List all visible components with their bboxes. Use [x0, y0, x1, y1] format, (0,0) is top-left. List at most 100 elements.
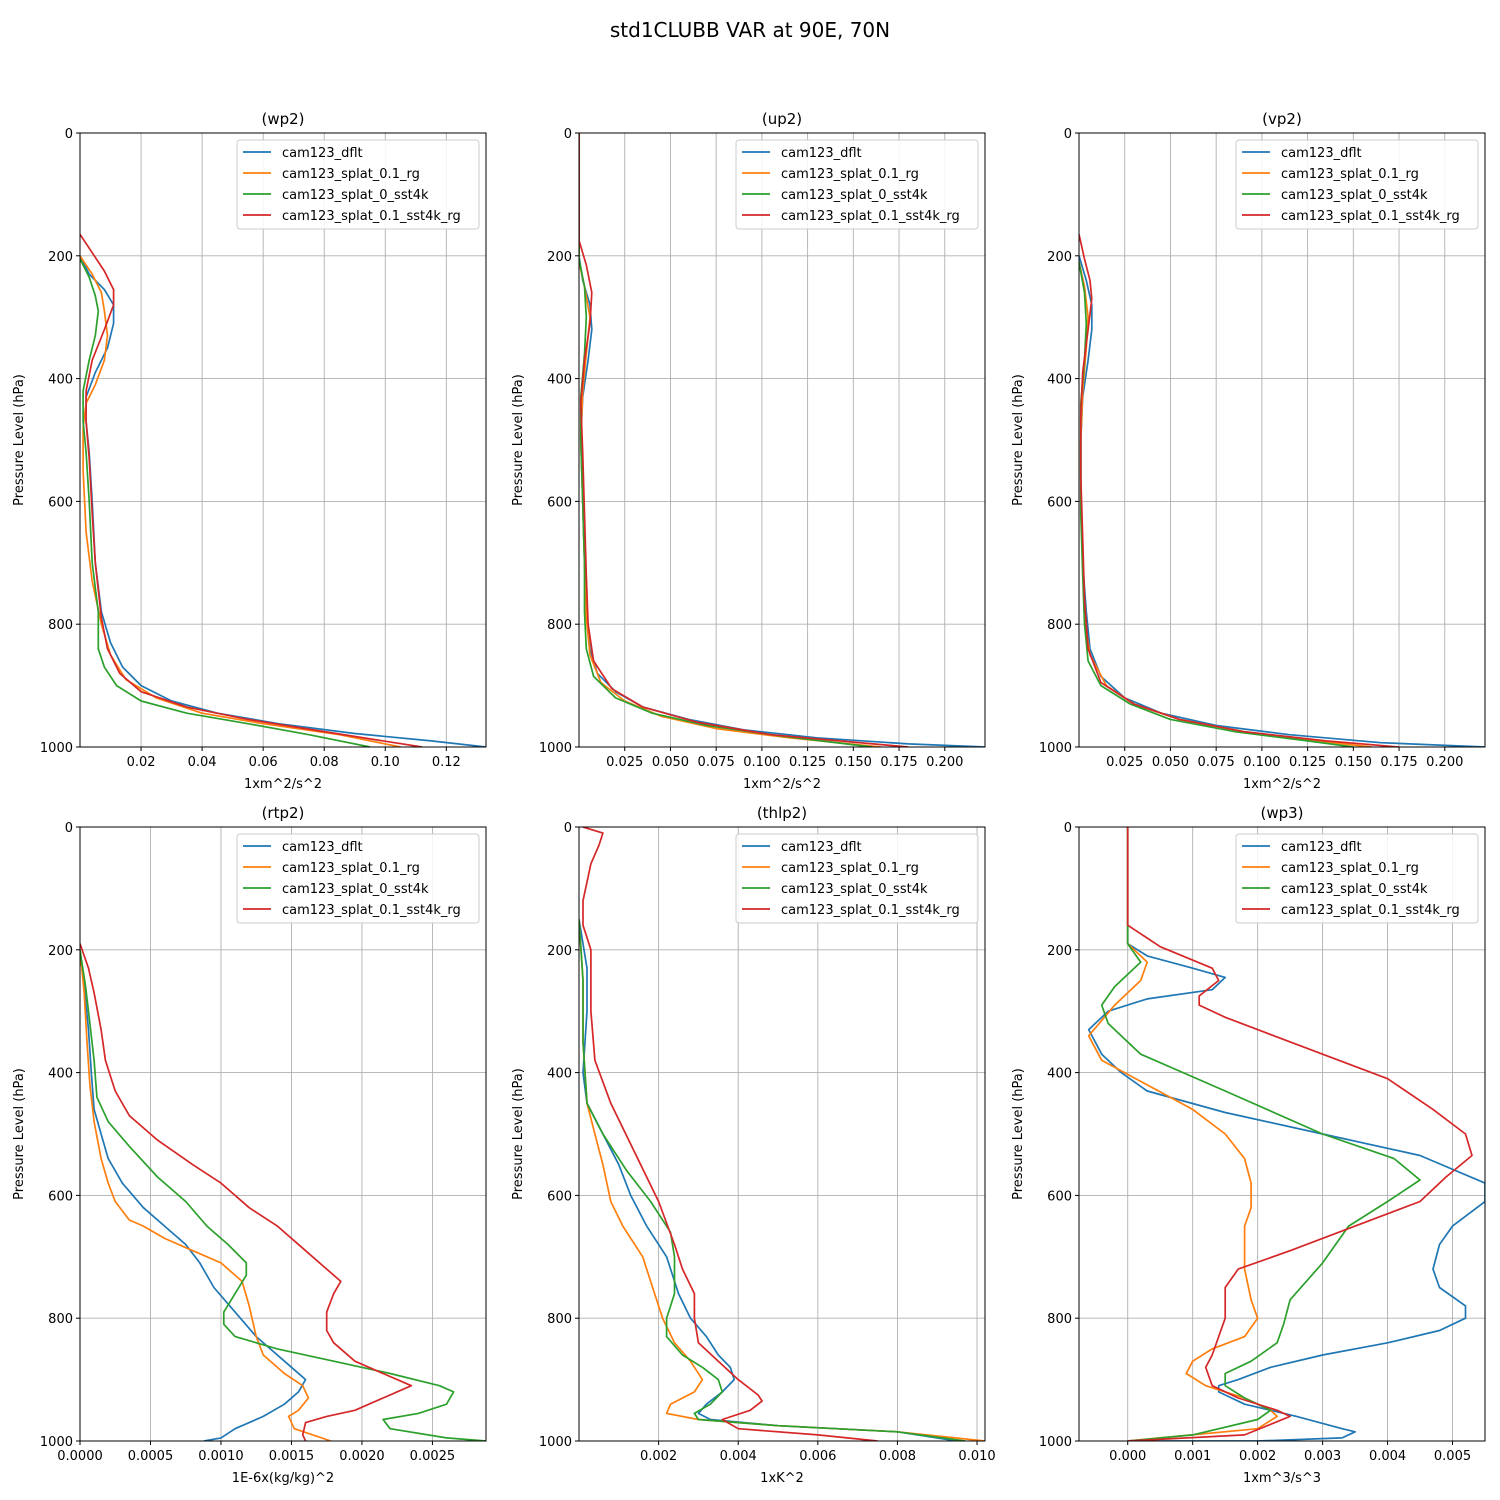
y-tick-label: 800: [1047, 1312, 1072, 1327]
legend-label: cam123_splat_0.1_rg: [282, 167, 420, 182]
series-line-cam123_splat_0.1_rg: [80, 255, 401, 747]
legend: cam123_dflt cam123_splat_0.1_rg cam123_spl…: [1235, 833, 1479, 924]
y-tick-label: 200: [48, 944, 73, 959]
y-tick-label: 800: [1047, 618, 1072, 633]
x-tick-label: 0.200: [1426, 755, 1463, 770]
series-line-cam123_splat_0_sst4k: [1079, 261, 1354, 747]
y-tick-label: 200: [48, 250, 73, 265]
legend-label: cam123_splat_0.1_sst4k_rg: [282, 903, 461, 918]
y-tick-label: 1000: [1039, 741, 1072, 756]
x-tick-label: 0.150: [835, 755, 872, 770]
x-tick-label: 0.003: [1304, 1449, 1341, 1464]
x-tick-label: 0.075: [1198, 755, 1235, 770]
subplot-title: (wp3): [1260, 804, 1303, 822]
legend: cam123_dflt cam123_splat_0.1_rg cam123_spl…: [735, 139, 979, 230]
y-tick-label: 400: [1047, 1067, 1072, 1082]
axes-frame: [79, 826, 487, 1442]
series-group: [1087, 827, 1485, 1441]
y-tick-label: 600: [48, 495, 73, 510]
legend-label: cam123_splat_0.1_rg: [781, 167, 919, 182]
x-axis-label: 1xm^2/s^2: [244, 777, 322, 792]
legend-label: cam123_splat_0.1_sst4k_rg: [1281, 903, 1460, 918]
y-axis-label: Pressure Level (hPa): [12, 374, 27, 506]
legend-label: cam123_splat_0.1_rg: [1281, 861, 1419, 876]
x-tick-label: 0.0015: [269, 1449, 315, 1464]
x-tick-label: 0.100: [1243, 755, 1280, 770]
series-line-cam123_dflt: [579, 918, 958, 1441]
y-tick-label: 800: [547, 1312, 572, 1327]
subplot-title: (up2): [762, 110, 802, 128]
x-tick-label: 0.010: [958, 1449, 995, 1464]
legend-label: cam123_splat_0_sst4k: [1281, 188, 1428, 203]
x-tick-label: 0.0010: [198, 1449, 244, 1464]
x-tick-label: 0.006: [799, 1449, 836, 1464]
x-tick-label: 0.02: [127, 755, 156, 770]
legend: cam123_dflt cam123_splat_0.1_rg cam123_spl…: [1235, 139, 1479, 230]
subplot-0: 0.02 0.04 0.06 0.08 0.10 0.12 0 200 400 600 800 100…: [12, 110, 487, 792]
series-line-cam123_splat_0_sst4k: [579, 919, 966, 1441]
legend-label: cam123_splat_0.1_rg: [1281, 167, 1419, 182]
x-tick-label: 0.08: [310, 755, 339, 770]
x-tick-label: 0.0025: [410, 1449, 456, 1464]
series-line-cam123_dflt: [80, 949, 307, 1441]
y-tick-label: 400: [1047, 373, 1072, 388]
legend-label: cam123_dflt: [1281, 840, 1362, 855]
x-tick-label: 0.002: [1239, 1449, 1276, 1464]
y-tick-label: 0: [564, 821, 572, 836]
x-tick-label: 0.002: [640, 1449, 677, 1464]
y-tick-label: 800: [48, 618, 73, 633]
x-tick-label: 0.200: [926, 755, 963, 770]
y-tick-label: 600: [1047, 495, 1072, 510]
x-tick-label: 0.12: [432, 755, 461, 770]
legend-box: [1235, 139, 1479, 230]
subplot-3: 0.0000 0.0005 0.0010 0.0015 0.0020 0.0025 0 200…: [12, 804, 487, 1486]
x-tick-label: 0.005: [1434, 1449, 1471, 1464]
legend: cam123_dflt cam123_splat_0.1_rg cam123_spl…: [236, 833, 480, 924]
x-tick-label: 0.025: [1106, 755, 1143, 770]
legend-box: [236, 833, 480, 924]
series-line-cam123_splat_0_sst4k: [1100, 827, 1421, 1441]
legend-label: cam123_splat_0_sst4k: [282, 188, 429, 203]
series-group: [579, 133, 985, 747]
grid: [1079, 133, 1485, 747]
series-line-cam123_splat_0.1_rg: [80, 949, 332, 1441]
x-tick-label: 0.001: [1174, 1449, 1211, 1464]
legend-label: cam123_dflt: [282, 146, 363, 161]
series-group: [80, 943, 486, 1441]
x-tick-label: 0.0000: [57, 1449, 103, 1464]
y-tick-label: 0: [65, 127, 73, 142]
y-tick-label: 0: [564, 127, 572, 142]
y-tick-label: 1000: [539, 741, 572, 756]
subplot-title: (thlp2): [757, 804, 807, 822]
x-tick-label: 0.050: [652, 755, 689, 770]
x-tick-label: 0.008: [879, 1449, 916, 1464]
legend-box: [735, 833, 979, 924]
x-tick-label: 0.025: [606, 755, 643, 770]
y-tick-label: 400: [547, 1067, 572, 1082]
y-tick-label: 1000: [539, 1435, 572, 1450]
x-axis-label: 1E-6x(kg/kg)^2: [232, 1471, 334, 1486]
y-tick-label: 800: [547, 618, 572, 633]
y-tick-label: 200: [1047, 944, 1072, 959]
y-axis-label: Pressure Level (hPa): [1011, 374, 1026, 506]
series-line-cam123_splat_0.1_sst4k_rg: [80, 233, 423, 747]
x-axis-label: 1xK^2: [760, 1471, 804, 1486]
grid: [1079, 827, 1485, 1441]
legend-label: cam123_splat_0.1_sst4k_rg: [282, 209, 461, 224]
series-line-cam123_splat_0.1_sst4k_rg: [80, 943, 413, 1441]
series-line-cam123_splat_0_sst4k: [579, 133, 872, 747]
subplot-1: 0.025 0.050 0.075 0.100 0.125 0.150 0.175 0.200…: [511, 110, 986, 792]
y-tick-label: 600: [547, 495, 572, 510]
x-tick-label: 0.04: [188, 755, 217, 770]
y-tick-label: 200: [547, 944, 572, 959]
y-tick-label: 600: [1047, 1189, 1072, 1204]
subplot-5: 0.000 0.001 0.002 0.003 0.004 0.005 0 200 400 600…: [1011, 804, 1486, 1486]
legend: cam123_dflt cam123_splat_0.1_rg cam123_spl…: [735, 833, 979, 924]
x-tick-label: 0.150: [1335, 755, 1372, 770]
y-tick-label: 400: [48, 1067, 73, 1082]
x-tick-label: 0.0020: [339, 1449, 385, 1464]
x-tick-label: 0.125: [789, 755, 826, 770]
y-tick-label: 0: [1064, 821, 1072, 836]
y-tick-label: 1000: [40, 741, 73, 756]
